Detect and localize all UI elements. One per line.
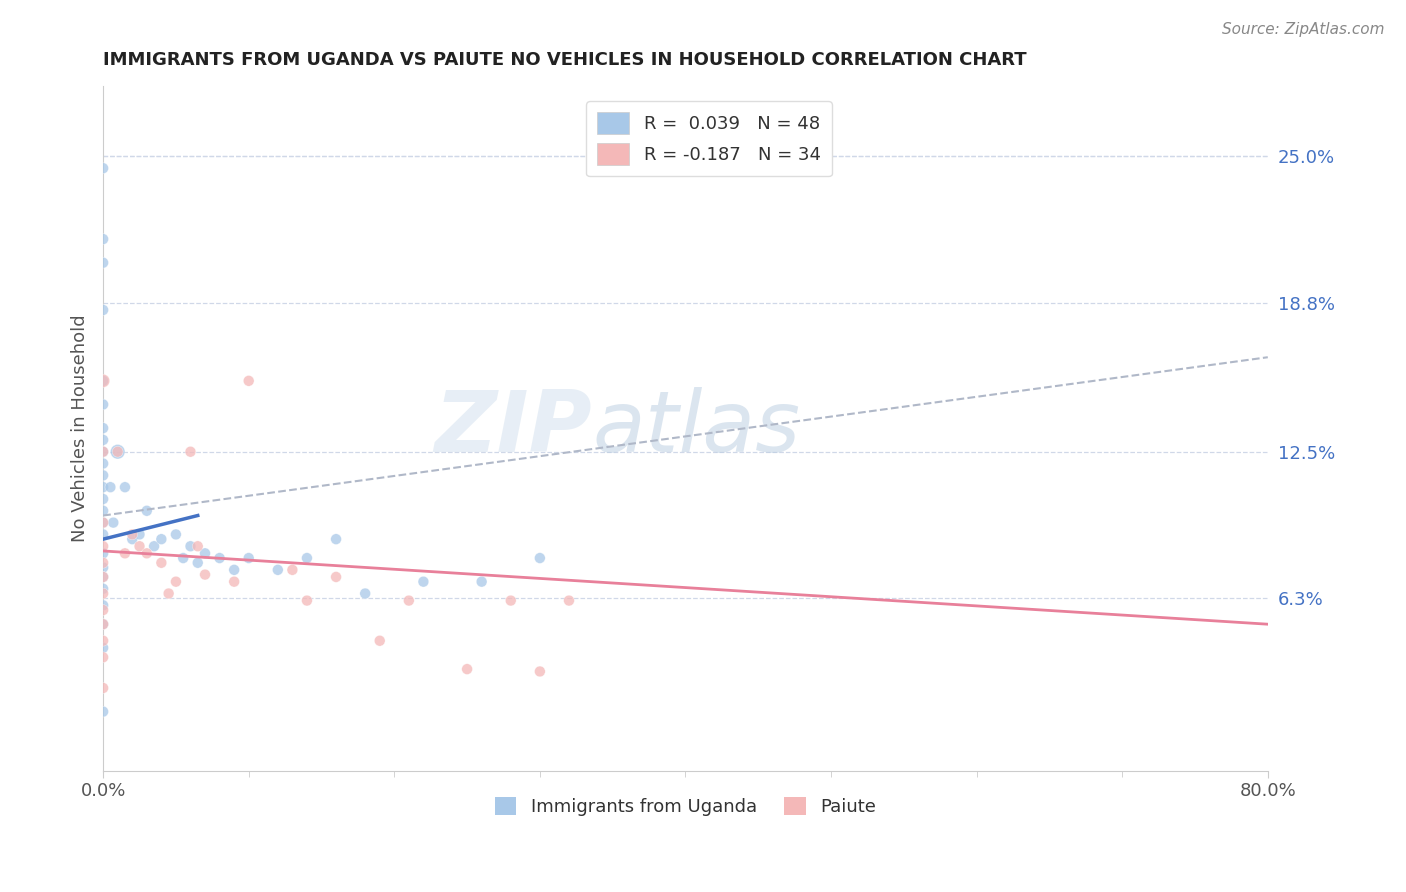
Point xyxy=(91,617,114,632)
Point xyxy=(187,556,209,570)
Point xyxy=(150,532,173,546)
Y-axis label: No Vehicles in Household: No Vehicles in Household xyxy=(72,314,89,542)
Point xyxy=(187,539,209,553)
Point xyxy=(325,532,347,546)
Point xyxy=(135,546,157,560)
Point xyxy=(91,603,114,617)
Point xyxy=(91,444,114,458)
Point xyxy=(91,374,114,388)
Point xyxy=(179,444,201,458)
Text: atlas: atlas xyxy=(592,386,800,469)
Point xyxy=(91,468,114,483)
Point xyxy=(368,633,391,648)
Point xyxy=(267,563,290,577)
Point xyxy=(91,582,114,596)
Point xyxy=(295,593,318,607)
Point xyxy=(91,444,114,458)
Point xyxy=(91,640,114,655)
Point xyxy=(91,650,114,665)
Point xyxy=(354,586,377,600)
Point xyxy=(91,232,114,246)
Point xyxy=(194,567,217,582)
Point xyxy=(165,574,187,589)
Point xyxy=(91,617,114,632)
Point xyxy=(91,480,114,494)
Point xyxy=(179,539,201,553)
Point xyxy=(91,570,114,584)
Point xyxy=(91,161,114,176)
Point xyxy=(91,433,114,447)
Point xyxy=(91,570,114,584)
Point xyxy=(128,539,150,553)
Legend: Immigrants from Uganda, Paiute: Immigrants from Uganda, Paiute xyxy=(488,789,883,823)
Point xyxy=(325,570,347,584)
Point xyxy=(107,444,129,458)
Point xyxy=(224,563,246,577)
Point xyxy=(103,516,125,530)
Point xyxy=(471,574,494,589)
Point xyxy=(91,705,114,719)
Point xyxy=(91,374,114,388)
Point xyxy=(238,551,260,566)
Point xyxy=(91,681,114,695)
Point xyxy=(224,574,246,589)
Point xyxy=(91,539,114,553)
Point xyxy=(91,397,114,411)
Point xyxy=(114,546,136,560)
Point xyxy=(157,586,180,600)
Point xyxy=(91,491,114,506)
Point xyxy=(398,593,420,607)
Point xyxy=(412,574,434,589)
Point xyxy=(281,563,304,577)
Point xyxy=(91,302,114,317)
Point xyxy=(114,480,136,494)
Point xyxy=(172,551,194,566)
Point xyxy=(91,599,114,613)
Point xyxy=(91,633,114,648)
Point xyxy=(91,586,114,600)
Point xyxy=(295,551,318,566)
Point xyxy=(135,504,157,518)
Point xyxy=(91,504,114,518)
Point xyxy=(91,516,114,530)
Point xyxy=(238,374,260,388)
Point xyxy=(499,593,522,607)
Point xyxy=(100,480,122,494)
Point xyxy=(91,560,114,574)
Point xyxy=(91,457,114,471)
Point xyxy=(91,421,114,435)
Point xyxy=(128,527,150,541)
Point xyxy=(107,444,129,458)
Point xyxy=(91,546,114,560)
Point xyxy=(456,662,478,676)
Text: IMMIGRANTS FROM UGANDA VS PAIUTE NO VEHICLES IN HOUSEHOLD CORRELATION CHART: IMMIGRANTS FROM UGANDA VS PAIUTE NO VEHI… xyxy=(103,51,1026,69)
Point xyxy=(150,556,173,570)
Point xyxy=(529,665,551,679)
Point xyxy=(558,593,581,607)
Point xyxy=(121,532,143,546)
Point xyxy=(194,546,217,560)
Text: Source: ZipAtlas.com: Source: ZipAtlas.com xyxy=(1222,22,1385,37)
Point xyxy=(91,516,114,530)
Point xyxy=(143,539,166,553)
Point xyxy=(208,551,231,566)
Point xyxy=(91,527,114,541)
Point xyxy=(165,527,187,541)
Point xyxy=(529,551,551,566)
Point xyxy=(91,256,114,270)
Point xyxy=(91,556,114,570)
Text: ZIP: ZIP xyxy=(434,386,592,469)
Point xyxy=(121,527,143,541)
